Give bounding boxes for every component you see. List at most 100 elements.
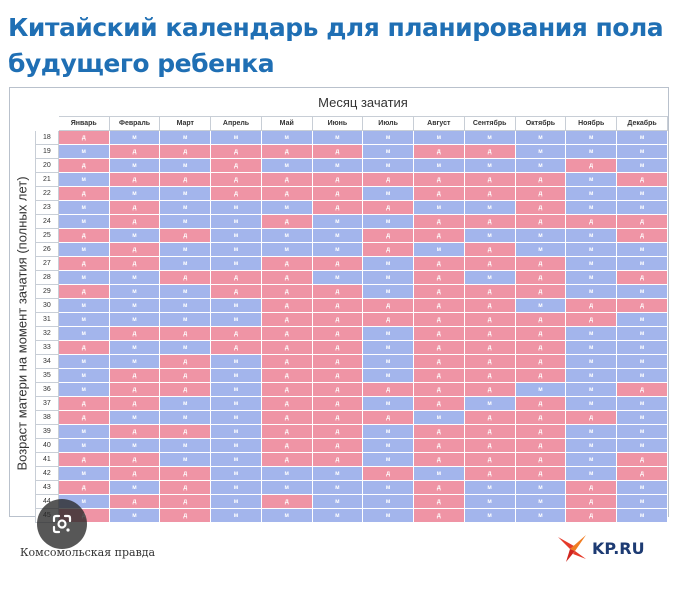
gender-cell: д — [412, 214, 465, 229]
gender-cell: д — [108, 326, 161, 341]
gender-cell: д — [57, 410, 110, 425]
gender-cell: д — [514, 256, 567, 271]
gender-cell: д — [108, 256, 161, 271]
gender-cell: м — [463, 480, 516, 495]
gender-cell: д — [210, 144, 262, 159]
gender-cell: д — [159, 508, 212, 523]
gender-cell: м — [57, 424, 110, 439]
gender-cell: д — [412, 368, 465, 383]
gender-cell: д — [565, 508, 618, 523]
gender-cell: м — [311, 228, 364, 243]
table-row: 21 м д д д д д д д д д м д — [35, 172, 668, 187]
source-credit: Комсомольская правда — [20, 546, 156, 559]
gender-cell: д — [514, 424, 567, 439]
gender-cell: м — [362, 144, 414, 159]
gender-cell: м — [108, 340, 161, 355]
gender-cell: д — [260, 410, 313, 425]
table-row: 42 м д д м м м д м д д м д — [35, 466, 668, 481]
table-row: 36 м д д м д д д д д м м д — [35, 382, 668, 397]
age-label: 23 — [35, 200, 59, 215]
gender-cell: д — [412, 144, 465, 159]
gender-cell: д — [463, 214, 516, 229]
gender-cell: м — [412, 158, 465, 173]
gender-cell: м — [159, 452, 212, 467]
gender-cell: м — [108, 158, 161, 173]
gender-cell: м — [362, 270, 414, 285]
table-row: 35 м д д м д д м д д д м м — [35, 368, 668, 383]
gender-cell: д — [362, 410, 414, 425]
table-row: 23 м д м м м д д м м д м м — [35, 200, 668, 215]
gender-cell: д — [514, 438, 567, 453]
gender-cell: д — [412, 480, 465, 495]
gender-cell: д — [463, 186, 516, 201]
gender-cell: д — [57, 452, 110, 467]
age-label: 38 — [35, 410, 59, 425]
gender-cell: д — [463, 340, 516, 355]
gender-cell: д — [210, 340, 262, 355]
kp-logo: KP.RU — [556, 533, 645, 563]
table-row: 27 д д м м д д м д д д м м — [35, 256, 668, 271]
gender-cell: д — [311, 312, 364, 327]
gender-cell: д — [412, 186, 465, 201]
gender-cell: д — [311, 186, 364, 201]
gender-cell: д — [514, 452, 567, 467]
gender-cell: м — [210, 368, 262, 383]
gender-cell: м — [412, 200, 465, 215]
gender-cell: м — [159, 200, 212, 215]
gender-cell: д — [616, 228, 668, 243]
gender-cell: м — [108, 186, 161, 201]
gender-cell: д — [616, 452, 668, 467]
gender-cell: д — [260, 186, 313, 201]
gender-cell: д — [260, 424, 313, 439]
gender-cell: м — [311, 130, 364, 145]
gender-cell: д — [57, 228, 110, 243]
gender-cell: д — [210, 172, 262, 187]
month-header: Сентябрь — [463, 116, 516, 131]
gender-cell: д — [210, 186, 262, 201]
gender-cell: м — [210, 452, 262, 467]
table-row: 25 д м д м м м д д м м м д — [35, 228, 668, 243]
google-lens-button[interactable] — [37, 499, 87, 549]
gender-cell: м — [57, 200, 110, 215]
gender-cell: м — [362, 438, 414, 453]
gender-cell: м — [260, 228, 313, 243]
gender-cell: м — [362, 396, 414, 411]
age-label: 43 — [35, 480, 59, 495]
gender-cell: д — [260, 284, 313, 299]
gender-cell: м — [210, 214, 262, 229]
gender-cell: м — [412, 466, 465, 481]
gender-cell: м — [159, 340, 212, 355]
gender-cell: м — [311, 158, 364, 173]
gender-cell: д — [514, 186, 567, 201]
gender-cell: д — [463, 326, 516, 341]
gender-cell: д — [260, 382, 313, 397]
gender-cell: м — [463, 158, 516, 173]
gender-cell: м — [616, 144, 668, 159]
gender-cell: м — [463, 494, 516, 509]
age-label: 22 — [35, 186, 59, 201]
table-row: 20 д м м д м м м м м м д м — [35, 158, 668, 173]
logo-text: KP.RU — [592, 538, 645, 558]
gender-cell: д — [412, 438, 465, 453]
gender-cell: м — [412, 130, 465, 145]
gender-cell: м — [514, 144, 567, 159]
gender-cell: д — [311, 284, 364, 299]
gender-cell: д — [260, 270, 313, 285]
gender-cell: д — [412, 494, 465, 509]
gender-cell: д — [159, 326, 212, 341]
gender-cell: м — [616, 256, 668, 271]
table-row: 22 д м м д д д м д д д м м — [35, 186, 668, 201]
gender-cell: м — [210, 298, 262, 313]
gender-cell: м — [108, 438, 161, 453]
gender-cell: м — [616, 438, 668, 453]
age-label: 39 — [35, 424, 59, 439]
gender-cell: д — [412, 424, 465, 439]
gender-cell: д — [362, 242, 414, 257]
gender-cell: м — [108, 284, 161, 299]
age-label: 30 — [35, 298, 59, 313]
google-lens-icon — [52, 514, 72, 534]
gender-cell: м — [565, 256, 618, 271]
gender-cell: м — [514, 494, 567, 509]
gender-cell: м — [514, 242, 567, 257]
gender-cell: д — [514, 396, 567, 411]
